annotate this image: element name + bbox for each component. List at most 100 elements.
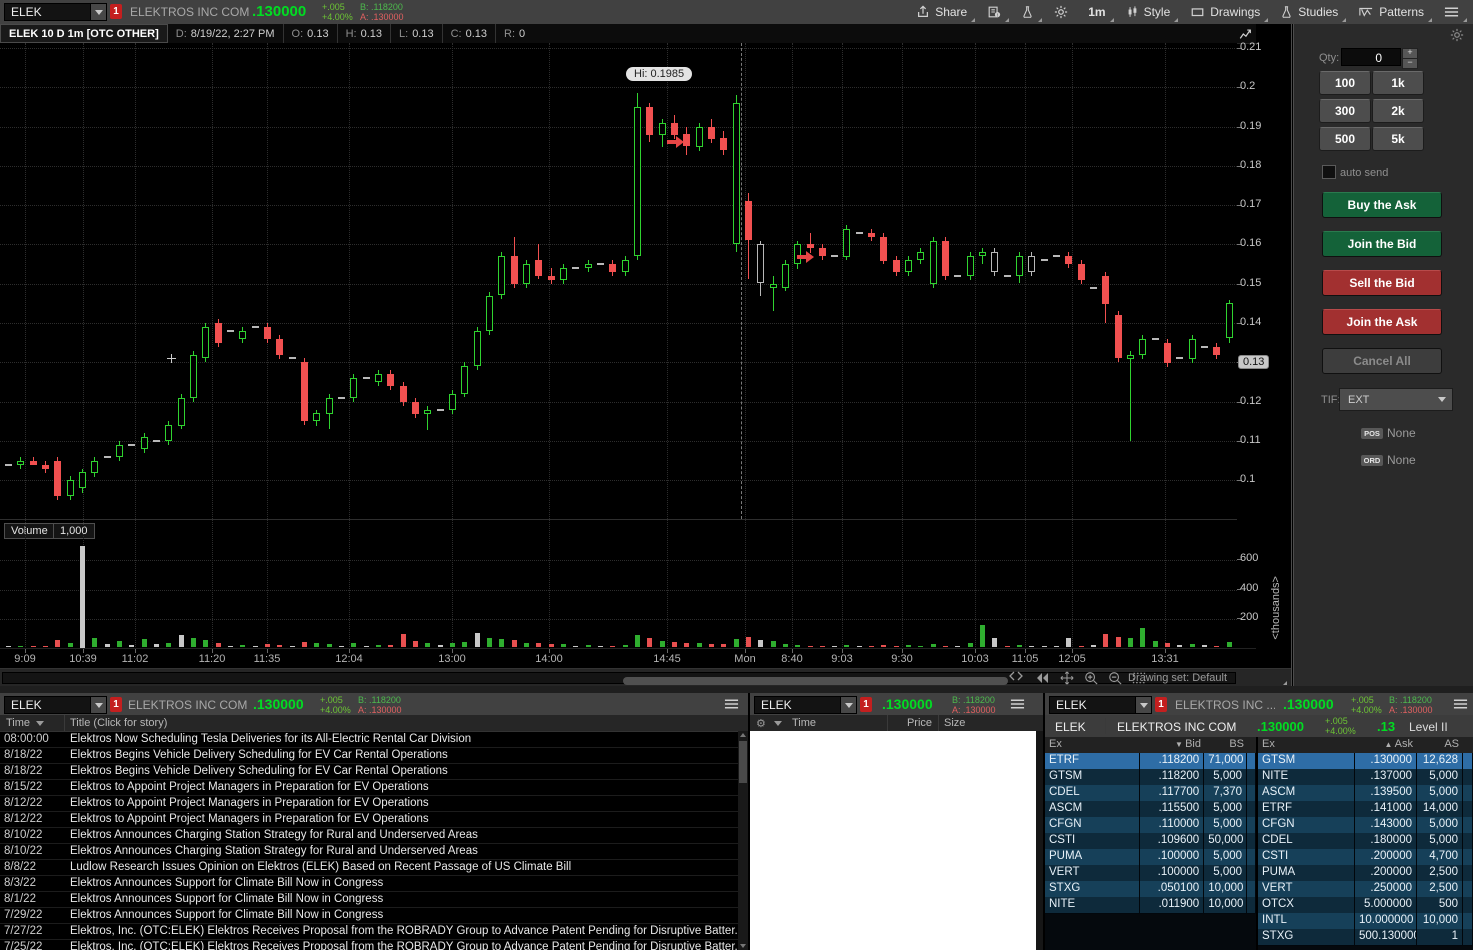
news-row[interactable]: 8/10/22 Elektros Announces Charging Stati… <box>0 843 748 860</box>
level2-row[interactable]: GTSM .130000 12,628 <box>1258 753 1473 770</box>
level2-row[interactable]: INTL 10.000000 10,000 <box>1258 913 1473 930</box>
level2-row[interactable]: OTCX 5.000000 500 <box>1258 897 1473 914</box>
level2-row[interactable]: CDEL .117700 7,370 <box>1045 785 1257 802</box>
pan-icon[interactable] <box>1060 671 1074 685</box>
auto-send-checkbox[interactable] <box>1322 165 1336 179</box>
level2-row[interactable]: STXG .050100 10,000 <box>1045 881 1257 898</box>
qty-preset-100[interactable]: 100 <box>1319 71 1371 95</box>
gear-icon[interactable]: ⚙ <box>756 718 766 730</box>
level2-row[interactable]: PUMA .100000 5,000 <box>1045 849 1257 866</box>
level2-row[interactable]: NITE .011900 10,000 <box>1045 897 1257 914</box>
level2-row[interactable]: CFGN .110000 5,000 <box>1045 817 1257 834</box>
symbol-dropdown-button[interactable] <box>90 4 106 20</box>
level2-row[interactable]: CSTI .200000 4,700 <box>1258 849 1473 866</box>
drawing-set-label[interactable]: Drawing set: Default <box>1128 672 1228 684</box>
chart-scrollbar-thumb[interactable] <box>623 677 1008 685</box>
qty-preset-1k[interactable]: 1k <box>1372 71 1424 95</box>
level2-row[interactable]: STXG 500.130000 1 <box>1258 929 1473 946</box>
studies-button[interactable]: Studies <box>1270 0 1348 24</box>
timeframe-button[interactable]: 1m <box>1078 0 1115 24</box>
zoom-in-icon[interactable] <box>1084 671 1098 685</box>
symbol-dropdown-button[interactable] <box>1135 697 1151 713</box>
volume-pane[interactable]: Volume 1,000 <box>0 519 1237 649</box>
symbol-input[interactable]: ELEK <box>1049 696 1152 714</box>
news-row[interactable]: 8/1/22 Elektros Announces Support for Cli… <box>0 891 748 908</box>
qty-preset-300[interactable]: 300 <box>1319 99 1371 123</box>
news-scrollbar-thumb[interactable] <box>739 741 747 783</box>
bid-table-header[interactable]: Ex ▼ Bid BS <box>1045 737 1256 754</box>
price-pane[interactable]: Hi: 0.1985 <box>0 43 1237 519</box>
menu-icon[interactable] <box>1453 698 1468 710</box>
news-row[interactable]: 8/15/22 Elektros to Appoint Project Manag… <box>0 779 748 796</box>
news-row[interactable]: 7/29/22 Elektros Announces Support for Cl… <box>0 907 748 924</box>
tif-select[interactable]: EXT <box>1339 388 1453 411</box>
link-group-badge[interactable]: 1 <box>110 697 122 712</box>
level2-row[interactable]: VERT .100000 5,000 <box>1045 865 1257 882</box>
level2-row[interactable]: VERT .250000 2,500 <box>1258 881 1473 898</box>
sell-the-bid-button[interactable]: Sell the Bid <box>1322 270 1442 296</box>
settings-button[interactable] <box>1044 0 1078 24</box>
news-row[interactable]: 8/12/22 Elektros to Appoint Project Manag… <box>0 795 748 812</box>
gear-icon[interactable] <box>1450 28 1464 42</box>
symbol-label[interactable]: ELEK <box>1055 720 1086 734</box>
time-axis[interactable]: 9:09 10:39 11:02 11:20 11:35 12:04 13:00 14:00 1… <box>0 648 1256 669</box>
buy-the-ask-button[interactable]: Buy the Ask <box>1322 192 1442 218</box>
symbol-dropdown-button[interactable] <box>90 697 106 713</box>
news-row[interactable]: 8/3/22 Elektros Announces Support for Cli… <box>0 875 748 892</box>
symbol-input[interactable]: ELEK <box>4 3 107 21</box>
share-button[interactable]: Share <box>906 0 977 24</box>
level2-row[interactable]: CDEL .180000 5,000 <box>1258 833 1473 850</box>
news-scrollbar[interactable] <box>738 731 748 950</box>
panel-divider[interactable] <box>1291 24 1292 686</box>
link-group-badge[interactable]: 1 <box>1155 697 1167 712</box>
level2-row[interactable]: ETRF .141000 14,000 <box>1258 801 1473 818</box>
menu-button[interactable] <box>1434 0 1469 24</box>
join-the-ask-button[interactable]: Join the Ask <box>1322 309 1442 335</box>
pager-icons[interactable] <box>1008 671 1024 681</box>
mini-chart-icon[interactable] <box>1238 27 1253 41</box>
chevron-down-icon[interactable] <box>774 721 782 726</box>
tns-scrollbar[interactable] <box>1036 731 1043 950</box>
symbol-dropdown-button[interactable] <box>840 697 856 713</box>
news-row[interactable]: 7/25/22 Elektros, Inc. (OTC:ELEK) Elektro… <box>0 939 748 950</box>
join-the-bid-button[interactable]: Join the Bid <box>1322 231 1442 257</box>
cancel-all-button[interactable]: Cancel All <box>1322 348 1442 374</box>
ask-table-header[interactable]: Ex ▲ Ask AS <box>1258 737 1473 754</box>
menu-icon[interactable] <box>724 698 739 710</box>
qty-preset-5k[interactable]: 5k <box>1372 127 1424 151</box>
scroll-up-icon[interactable] <box>740 733 746 737</box>
link-group-badge[interactable]: 1 <box>860 697 872 712</box>
symbol-input[interactable]: ELEK <box>4 696 107 714</box>
level2-row[interactable]: NITE .137000 5,000 <box>1258 769 1473 786</box>
style-button[interactable]: Style <box>1116 0 1181 24</box>
news-row[interactable]: 8/8/22 Ludlow Research Issues Opinion on … <box>0 859 748 876</box>
scroll-down-icon[interactable] <box>740 944 746 948</box>
symbol-input[interactable]: ELEK <box>754 696 857 714</box>
qty-preset-2k[interactable]: 2k <box>1372 99 1424 123</box>
news-row[interactable]: 8/18/22 Elektros Begins Vehicle Delivery … <box>0 747 748 764</box>
chart-scrollbar[interactable] <box>2 672 1236 685</box>
news-button[interactable]: ! <box>977 0 1011 24</box>
chart-title[interactable]: ELEK 10 D 1m [OTC OTHER] <box>0 24 168 43</box>
patterns-button[interactable]: Patterns <box>1348 0 1434 24</box>
qty-input[interactable]: 0 <box>1341 48 1401 66</box>
level2-row[interactable]: CFGN .143000 5,000 <box>1258 817 1473 834</box>
fast-back-icon[interactable] <box>1034 672 1050 684</box>
news-row[interactable]: 08:00:00 Elektros Now Scheduling Tesla De… <box>0 731 748 748</box>
drawings-button[interactable]: Drawings <box>1180 0 1270 24</box>
analysis-flask-button[interactable] <box>1011 0 1044 24</box>
qty-decrement-button[interactable]: − <box>1402 58 1418 69</box>
link-group-badge[interactable]: 1 <box>110 4 122 19</box>
level2-row[interactable]: PUMA .200000 2,500 <box>1258 865 1473 882</box>
qty-preset-500[interactable]: 500 <box>1319 127 1371 151</box>
menu-icon[interactable] <box>1010 698 1025 710</box>
level2-row[interactable]: ASCM .139500 5,000 <box>1258 785 1473 802</box>
news-row[interactable]: 7/27/22 Elektros, Inc. (OTC:ELEK) Elektro… <box>0 923 748 940</box>
news-row[interactable]: 8/10/22 Elektros Announces Charging Stati… <box>0 827 748 844</box>
level2-row[interactable]: CSTI .109600 50,000 <box>1045 833 1257 850</box>
tns-empty-body[interactable] <box>750 731 1036 950</box>
horizontal-splitter[interactable] <box>0 686 1473 693</box>
zoom-out-icon[interactable] <box>1108 671 1122 685</box>
news-table-header[interactable]: Time Title (Click for story) <box>0 715 748 732</box>
news-row[interactable]: 8/18/22 Elektros Begins Vehicle Delivery … <box>0 763 748 780</box>
